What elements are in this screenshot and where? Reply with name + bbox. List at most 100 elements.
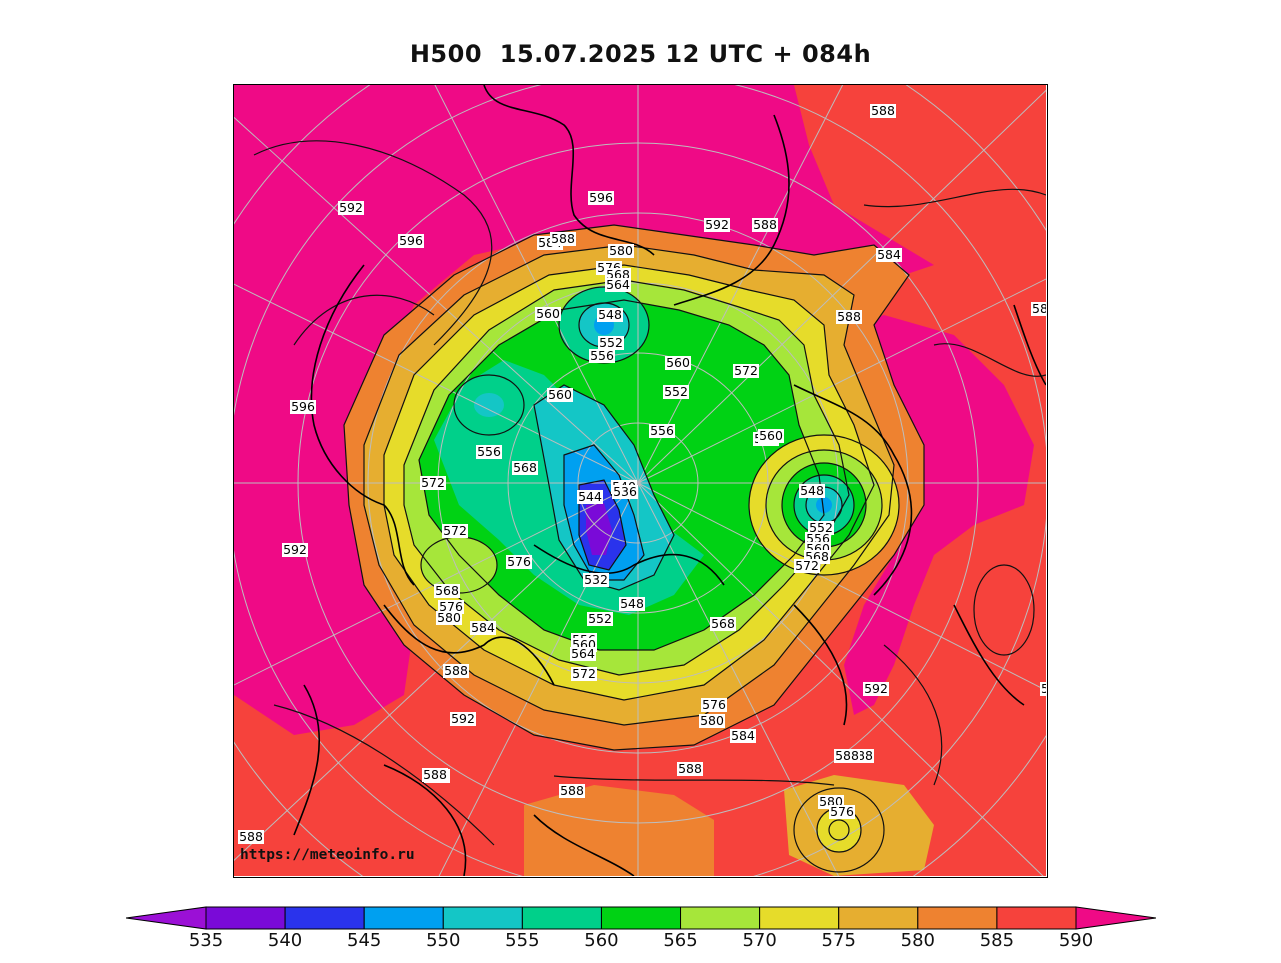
contour-label: 568: [434, 583, 460, 598]
contour-label: 560: [758, 428, 784, 443]
low-west-550: [474, 393, 504, 417]
svg-text:552: 552: [664, 384, 688, 399]
svg-text:560: 560: [536, 306, 560, 321]
svg-text:572: 572: [572, 666, 596, 681]
contour-label: 58: [1031, 301, 1046, 316]
contour-label: 556: [649, 423, 675, 438]
svg-text:556: 556: [650, 423, 674, 438]
svg-text:580: 580: [700, 713, 724, 728]
height-contours: [253, 140, 1046, 873]
contour-label: 576: [438, 599, 464, 614]
contour-label: 588: [870, 103, 896, 118]
colorbar-tick: 575: [821, 930, 856, 951]
svg-text:596: 596: [291, 399, 315, 414]
svg-text:552: 552: [588, 611, 612, 626]
contour-label: 58: [1040, 681, 1046, 696]
svg-text:556: 556: [477, 444, 501, 459]
svg-text:592: 592: [705, 217, 729, 232]
colorbar-tick: 560: [584, 930, 619, 951]
svg-text:584: 584: [731, 728, 755, 743]
source-watermark: https://meteoinfo.ru: [240, 847, 415, 863]
svg-text:560: 560: [759, 428, 783, 443]
colorbar-tick: 565: [663, 930, 698, 951]
colorbar-bin: [600, 906, 682, 930]
contour-label: 592: [863, 681, 889, 696]
contour-label: 588: [559, 783, 585, 798]
contour-label: 592: [704, 217, 730, 232]
contour-label: 560: [547, 387, 573, 402]
colorbar-bin: [838, 906, 919, 930]
contour-label: 588: [443, 663, 469, 678]
svg-text:596: 596: [399, 233, 423, 248]
map-canvas: 5965925885965925885845885858458858057656…: [234, 85, 1046, 876]
colorbar-tick: 585: [979, 930, 1015, 951]
svg-text:560: 560: [666, 355, 690, 370]
svg-text:548: 548: [800, 483, 824, 498]
geopotential-map: 5965925885965925885845885858458858057656…: [233, 84, 1048, 878]
contour-label: 588: [677, 761, 703, 776]
contour-label: 596: [398, 233, 424, 248]
contour-label: 532: [583, 572, 609, 587]
svg-text:576: 576: [507, 554, 531, 569]
map-title: H500 15.07.2025 12 UTC + 084h: [409, 40, 872, 68]
svg-text:588: 588: [551, 231, 575, 246]
colorbar-bin: [680, 906, 761, 930]
colorbar-tick: 555: [505, 930, 540, 951]
contour-label: 548: [597, 307, 623, 322]
svg-text:588: 588: [837, 309, 861, 324]
colorbar-bin: [917, 906, 998, 930]
contour-label: 588: [836, 309, 862, 324]
band-580-585-south: [524, 785, 714, 876]
contour-label: 556: [589, 348, 615, 363]
contour-label: 596: [588, 190, 614, 205]
contour-label: 552: [663, 384, 689, 399]
colorbar: [126, 906, 1156, 930]
contour-label: 576: [829, 804, 855, 819]
colorbar-tick: 535: [188, 930, 224, 951]
svg-text:588: 588: [753, 217, 777, 232]
svg-text:580: 580: [609, 243, 633, 258]
svg-text:596: 596: [589, 190, 613, 205]
svg-text:592: 592: [864, 681, 888, 696]
svg-text:58: 58: [1032, 301, 1046, 316]
contour-label: 588: [238, 829, 264, 844]
colorbar-bin: [759, 906, 840, 930]
contour-label: 580: [436, 610, 462, 625]
contour-label: 588: [550, 231, 576, 246]
contour-label: 564: [605, 277, 631, 292]
svg-text:592: 592: [283, 542, 307, 557]
svg-text:576: 576: [830, 804, 854, 819]
contour-label: 592: [338, 200, 364, 215]
contour-label: 580: [699, 713, 725, 728]
contour-label: 572: [571, 666, 597, 681]
contour-label: 584: [876, 247, 902, 262]
svg-text:572: 572: [795, 558, 819, 573]
svg-text:564: 564: [571, 646, 595, 661]
colorbar-bin: [363, 906, 444, 930]
colorbar-tick: 580: [900, 930, 935, 951]
colorbar-tick: 545: [346, 930, 382, 951]
svg-text:568: 568: [711, 616, 735, 631]
band-over-590-east: [834, 315, 1034, 715]
contour-label: 568: [710, 616, 736, 631]
graticule: [234, 85, 1046, 876]
contour-label: 560: [665, 355, 691, 370]
contour-label: 584: [730, 728, 756, 743]
contour-label: 588: [422, 767, 448, 782]
svg-text:568: 568: [435, 583, 459, 598]
svg-text:588: 588: [239, 829, 263, 844]
contour-label: 548: [619, 596, 645, 611]
svg-text:560: 560: [548, 387, 572, 402]
contour-label: 576: [506, 554, 532, 569]
colorbar-tick: 590: [1058, 930, 1094, 951]
svg-text:576: 576: [439, 599, 463, 614]
svg-text:584: 584: [471, 620, 495, 635]
svg-text:552: 552: [599, 335, 623, 350]
colorbar-tick: 540: [267, 930, 303, 951]
svg-text:588: 588: [560, 783, 584, 798]
contour-label: 576: [701, 697, 727, 712]
svg-text:572: 572: [734, 363, 758, 378]
svg-text:576: 576: [702, 697, 726, 712]
contour-label: 588: [834, 748, 860, 763]
colorbar-bin: [521, 906, 602, 930]
